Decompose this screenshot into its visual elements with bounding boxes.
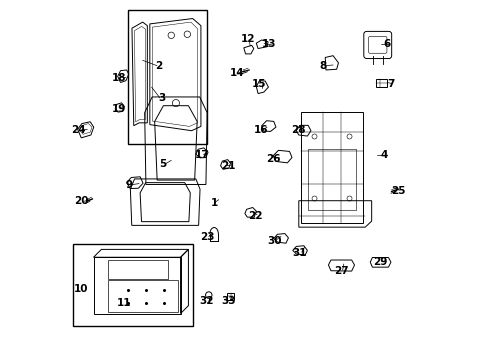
- Text: 27: 27: [333, 266, 347, 276]
- Bar: [375, 79, 386, 87]
- Text: 29: 29: [372, 257, 386, 267]
- Text: 18: 18: [111, 73, 126, 83]
- Text: 3: 3: [159, 93, 165, 103]
- Text: 5: 5: [159, 159, 165, 169]
- Text: 33: 33: [221, 296, 235, 306]
- Text: 2: 2: [155, 61, 162, 71]
- Text: 26: 26: [265, 154, 280, 163]
- Text: 23: 23: [199, 232, 214, 242]
- Text: 28: 28: [290, 125, 305, 135]
- Text: 25: 25: [390, 186, 405, 196]
- Text: 22: 22: [247, 211, 262, 221]
- Text: 31: 31: [292, 248, 306, 258]
- Text: 16: 16: [253, 125, 267, 135]
- Text: 10: 10: [74, 284, 88, 294]
- Text: 14: 14: [229, 68, 244, 78]
- Text: 30: 30: [267, 236, 282, 246]
- Bar: [73, 244, 192, 327]
- Text: 11: 11: [116, 298, 131, 308]
- Bar: [128, 10, 206, 144]
- Text: 7: 7: [386, 78, 394, 89]
- Text: 12: 12: [240, 34, 255, 44]
- Text: 24: 24: [71, 125, 85, 135]
- Text: 15: 15: [251, 78, 265, 89]
- Text: 13: 13: [262, 39, 276, 49]
- Bar: [226, 293, 234, 300]
- Text: 32: 32: [199, 296, 214, 306]
- Text: 17: 17: [194, 150, 208, 160]
- Text: 9: 9: [125, 180, 133, 190]
- Text: 6: 6: [383, 39, 390, 49]
- Text: 8: 8: [319, 61, 326, 71]
- Text: 21: 21: [221, 161, 235, 171]
- Text: 4: 4: [379, 150, 386, 160]
- Text: 20: 20: [74, 197, 88, 206]
- Text: 19: 19: [111, 104, 126, 113]
- Text: 1: 1: [210, 198, 217, 208]
- Bar: [300, 112, 363, 223]
- Bar: [307, 149, 355, 210]
